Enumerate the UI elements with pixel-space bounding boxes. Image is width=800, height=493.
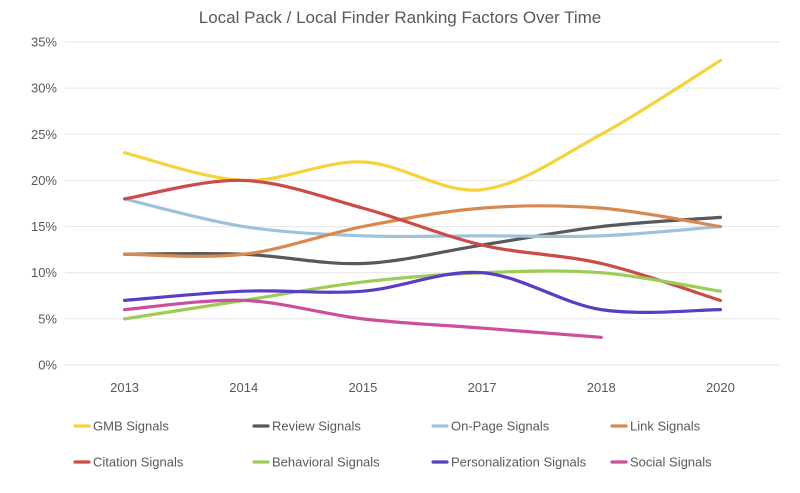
y-tick-label: 30% [31, 81, 57, 96]
link-signals-legend-label: Link Signals [630, 419, 701, 434]
behavioral-signals-line [122, 269, 723, 321]
y-tick-label: 20% [31, 173, 57, 188]
gmb-signals-legend-label: GMB Signals [93, 419, 169, 434]
review-signals-legend-label: Review Signals [272, 419, 361, 434]
on-page-signals-line [122, 197, 723, 239]
x-tick-label: 2014 [229, 380, 258, 395]
x-axis: 2013 2014 2015 2017 2018 2020 [110, 380, 735, 395]
link-signals-line [122, 204, 723, 258]
y-tick-label: 25% [31, 127, 57, 142]
y-tick-label: 0% [38, 358, 57, 373]
x-tick-label: 2013 [110, 380, 139, 395]
gridlines [65, 41, 780, 366]
social-signals-line [122, 298, 603, 339]
social-signals-legend-label: Social Signals [630, 455, 712, 470]
x-tick-label: 2017 [468, 380, 497, 395]
legend: GMB Signals Review Signals On-Page Signals… [73, 419, 712, 470]
personalization-signals-line [122, 270, 723, 314]
x-tick-label: 2020 [706, 380, 735, 395]
x-tick-label: 2018 [587, 380, 616, 395]
y-tick-label: 15% [31, 219, 57, 234]
chart-title: Local Pack / Local Finder Ranking Factor… [199, 8, 602, 27]
on-page-signals-legend-label: On-Page Signals [451, 419, 550, 434]
behavioral-signals-legend-label: Behavioral Signals [272, 455, 380, 470]
gmb-signals-line [122, 58, 723, 192]
y-tick-label: 35% [31, 35, 57, 50]
citation-signals-legend-label: Citation Signals [93, 455, 184, 470]
y-tick-label: 10% [31, 265, 57, 280]
personalization-signals-legend-label: Personalization Signals [451, 455, 587, 470]
citation-signals-line [122, 178, 723, 302]
series-lines [122, 58, 723, 339]
x-tick-label: 2015 [348, 380, 377, 395]
y-tick-label: 5% [38, 311, 57, 326]
y-axis: 0% 5% 10% 15% 20% 25% 30% 35% [31, 35, 57, 373]
